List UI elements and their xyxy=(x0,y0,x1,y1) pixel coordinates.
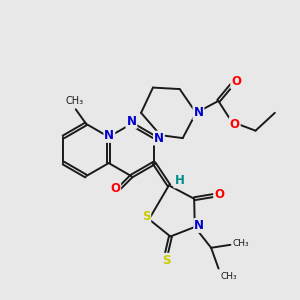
Text: S: S xyxy=(142,210,150,224)
Text: CH₃: CH₃ xyxy=(65,96,83,106)
Text: O: O xyxy=(231,75,241,88)
Text: S: S xyxy=(162,254,170,267)
Text: O: O xyxy=(230,118,240,130)
Text: N: N xyxy=(104,129,114,142)
Text: O: O xyxy=(214,188,224,201)
Text: N: N xyxy=(126,115,136,128)
Text: O: O xyxy=(110,182,120,195)
Text: N: N xyxy=(194,106,203,119)
Text: N: N xyxy=(194,219,204,232)
Text: CH₃: CH₃ xyxy=(220,272,237,281)
Text: H: H xyxy=(174,174,184,188)
Text: CH₃: CH₃ xyxy=(233,239,249,248)
Text: N: N xyxy=(154,132,164,145)
